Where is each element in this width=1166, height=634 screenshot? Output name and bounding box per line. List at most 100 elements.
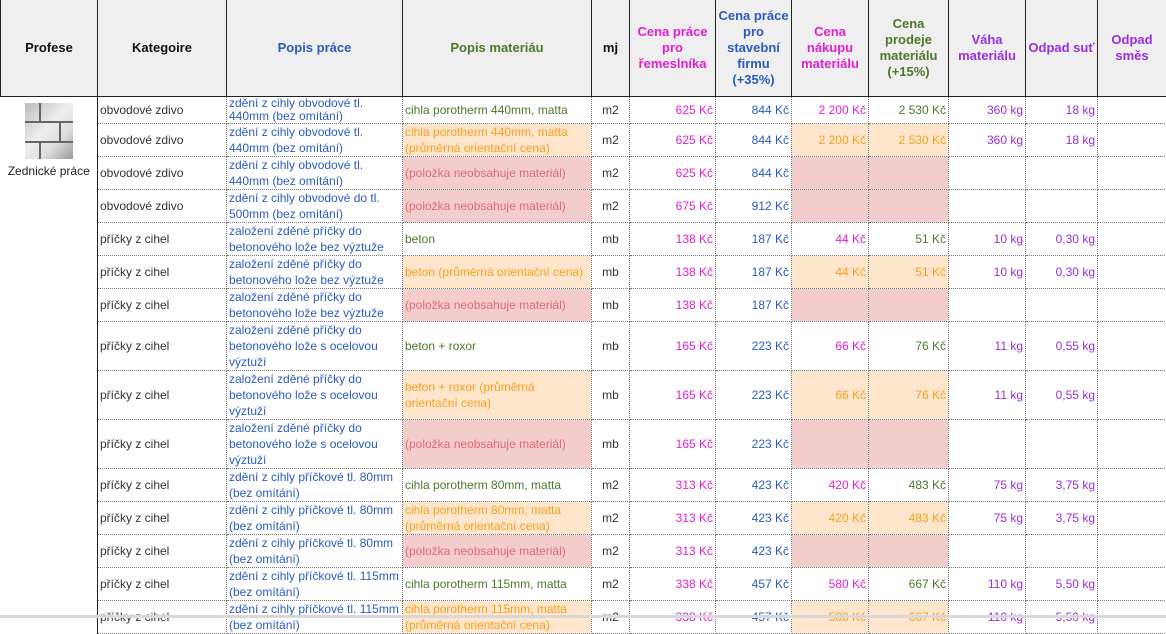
cell-popis-materialu[interactable]: (položka neobsahuje materiál) bbox=[403, 289, 592, 322]
cell-cena-remeslnik[interactable]: 313 Kč bbox=[630, 502, 716, 535]
cell-cena-prodeje[interactable] bbox=[869, 289, 949, 322]
cell-odpad-smes[interactable] bbox=[1098, 223, 1166, 256]
cell-popis-materialu[interactable]: (položka neobsahuje materiál) bbox=[403, 535, 592, 568]
cell-vaha[interactable] bbox=[949, 420, 1026, 469]
cell-cena-remeslnik[interactable]: 138 Kč bbox=[630, 256, 716, 289]
cell-vaha[interactable]: 10 kg bbox=[949, 256, 1026, 289]
cell-kategorie[interactable]: příčky z cihel bbox=[98, 223, 227, 256]
cell-odpad-sut[interactable]: 18 kg bbox=[1026, 124, 1098, 157]
header-cena-firma[interactable]: Cena práce pro stavební firmu (+35%) bbox=[716, 0, 792, 97]
cell-odpad-smes[interactable] bbox=[1098, 97, 1166, 124]
cell-odpad-smes[interactable] bbox=[1098, 157, 1166, 190]
cell-mj[interactable]: m2 bbox=[592, 97, 630, 124]
cell-cena-nakupu[interactable]: 44 Kč bbox=[792, 256, 869, 289]
cell-cena-prodeje[interactable]: 51 Kč bbox=[869, 223, 949, 256]
cell-popis-materialu[interactable]: cihla porotherm 440mm, matta (průměrná o… bbox=[403, 124, 592, 157]
cell-popis-prace[interactable]: zdění z cihly obvodové tl. 440mm (bez om… bbox=[227, 124, 403, 157]
cell-mj[interactable]: m2 bbox=[592, 535, 630, 568]
cell-mj[interactable]: mb bbox=[592, 289, 630, 322]
cell-mj[interactable]: mb bbox=[592, 371, 630, 420]
cell-popis-materialu[interactable]: cihla porotherm 80mm, matta (průměrná or… bbox=[403, 502, 592, 535]
cell-kategorie[interactable]: příčky z cihel bbox=[98, 502, 227, 535]
cell-vaha[interactable]: 360 kg bbox=[949, 97, 1026, 124]
cell-cena-remeslnik[interactable]: 165 Kč bbox=[630, 322, 716, 371]
cell-odpad-sut[interactable]: 0,30 kg bbox=[1026, 223, 1098, 256]
cell-cena-nakupu[interactable]: 66 Kč bbox=[792, 322, 869, 371]
cell-cena-nakupu[interactable]: 420 Kč bbox=[792, 502, 869, 535]
cell-odpad-smes[interactable] bbox=[1098, 469, 1166, 502]
cell-cena-firma[interactable]: 187 Kč bbox=[716, 289, 792, 322]
cell-cena-nakupu[interactable]: 44 Kč bbox=[792, 223, 869, 256]
cell-odpad-sut[interactable] bbox=[1026, 190, 1098, 223]
cell-popis-materialu[interactable]: (položka neobsahuje materiál) bbox=[403, 157, 592, 190]
cell-cena-firma[interactable]: 457 Kč bbox=[716, 568, 792, 601]
cell-popis-materialu[interactable]: cihla porotherm 440mm, matta bbox=[403, 97, 592, 124]
cell-mj[interactable]: m2 bbox=[592, 124, 630, 157]
cell-cena-prodeje[interactable]: 76 Kč bbox=[869, 322, 949, 371]
cell-odpad-sut[interactable] bbox=[1026, 420, 1098, 469]
cell-vaha[interactable] bbox=[949, 535, 1026, 568]
profese-cell[interactable]: Zednické práce bbox=[1, 97, 98, 634]
cell-mj[interactable]: mb bbox=[592, 322, 630, 371]
cell-cena-prodeje[interactable]: 76 Kč bbox=[869, 371, 949, 420]
cell-cena-prodeje[interactable] bbox=[869, 420, 949, 469]
cell-popis-materialu[interactable]: beton + roxor bbox=[403, 322, 592, 371]
cell-cena-firma[interactable]: 423 Kč bbox=[716, 535, 792, 568]
cell-cena-firma[interactable]: 423 Kč bbox=[716, 502, 792, 535]
cell-odpad-smes[interactable] bbox=[1098, 190, 1166, 223]
cell-odpad-sut[interactable] bbox=[1026, 157, 1098, 190]
cell-popis-prace[interactable]: založení zděné příčky do betonového lože… bbox=[227, 223, 403, 256]
cell-popis-materialu[interactable]: (položka neobsahuje materiál) bbox=[403, 190, 592, 223]
cell-odpad-sut[interactable]: 0,55 kg bbox=[1026, 322, 1098, 371]
header-profese[interactable]: Profese bbox=[1, 0, 98, 97]
cell-mj[interactable]: m2 bbox=[592, 469, 630, 502]
cell-odpad-smes[interactable] bbox=[1098, 535, 1166, 568]
cell-cena-firma[interactable]: 223 Kč bbox=[716, 371, 792, 420]
cell-cena-nakupu[interactable]: 2 200 Kč bbox=[792, 124, 869, 157]
cell-popis-prace[interactable]: založení zděné příčky do betonového lože… bbox=[227, 420, 403, 469]
cell-odpad-sut[interactable]: 18 kg bbox=[1026, 97, 1098, 124]
cell-popis-prace[interactable]: založení zděné příčky do betonového lože… bbox=[227, 256, 403, 289]
cell-kategorie[interactable]: příčky z cihel bbox=[98, 256, 227, 289]
cell-odpad-sut[interactable]: 5,50 kg bbox=[1026, 568, 1098, 601]
cell-popis-prace[interactable]: zdění z cihly příčkové tl. 80mm (bez omí… bbox=[227, 469, 403, 502]
cell-cena-remeslnik[interactable]: 313 Kč bbox=[630, 535, 716, 568]
cell-cena-nakupu[interactable]: 580 Kč bbox=[792, 568, 869, 601]
cell-vaha[interactable]: 11 kg bbox=[949, 371, 1026, 420]
cell-vaha[interactable]: 10 kg bbox=[949, 223, 1026, 256]
cell-vaha[interactable] bbox=[949, 157, 1026, 190]
cell-mj[interactable]: m2 bbox=[592, 157, 630, 190]
cell-cena-nakupu[interactable] bbox=[792, 289, 869, 322]
cell-odpad-smes[interactable] bbox=[1098, 124, 1166, 157]
cell-odpad-smes[interactable] bbox=[1098, 289, 1166, 322]
cell-cena-prodeje[interactable]: 2 530 Kč bbox=[869, 97, 949, 124]
cell-cena-prodeje[interactable]: 2 530 Kč bbox=[869, 124, 949, 157]
header-popis-materialu[interactable]: Popis materiáu bbox=[403, 0, 592, 97]
cell-mj[interactable]: mb bbox=[592, 256, 630, 289]
cell-cena-prodeje[interactable] bbox=[869, 157, 949, 190]
cell-odpad-smes[interactable] bbox=[1098, 420, 1166, 469]
header-vaha[interactable]: Váha materiálu bbox=[949, 0, 1026, 97]
cell-cena-remeslnik[interactable]: 138 Kč bbox=[630, 289, 716, 322]
header-cena-nakupu[interactable]: Cena nákupu materiálu bbox=[792, 0, 869, 97]
cell-cena-firma[interactable]: 912 Kč bbox=[716, 190, 792, 223]
cell-popis-prace[interactable]: zdění z cihly obvodové do tl. 500mm (bez… bbox=[227, 190, 403, 223]
header-cena-prodeje[interactable]: Cena prodeje materiálu (+15%) bbox=[869, 0, 949, 97]
cell-odpad-sut[interactable]: 3,75 kg bbox=[1026, 502, 1098, 535]
header-odpad-smes[interactable]: Odpad směs bbox=[1098, 0, 1166, 97]
cell-cena-nakupu[interactable]: 2 200 Kč bbox=[792, 97, 869, 124]
cell-cena-remeslnik[interactable]: 625 Kč bbox=[630, 124, 716, 157]
cell-mj[interactable]: m2 bbox=[592, 568, 630, 601]
cell-cena-remeslnik[interactable]: 625 Kč bbox=[630, 157, 716, 190]
cell-cena-nakupu[interactable]: 420 Kč bbox=[792, 469, 869, 502]
cell-mj[interactable]: mb bbox=[592, 420, 630, 469]
cell-odpad-smes[interactable] bbox=[1098, 322, 1166, 371]
cell-popis-prace[interactable]: založení zděné příčky do betonového lože… bbox=[227, 371, 403, 420]
cell-kategorie[interactable]: obvodové zdivo bbox=[98, 157, 227, 190]
cell-kategorie[interactable]: příčky z cihel bbox=[98, 322, 227, 371]
header-kategorie[interactable]: Kategoire bbox=[98, 0, 227, 97]
cell-cena-firma[interactable]: 223 Kč bbox=[716, 420, 792, 469]
cell-cena-prodeje[interactable]: 483 Kč bbox=[869, 502, 949, 535]
cell-cena-remeslnik[interactable]: 675 Kč bbox=[630, 190, 716, 223]
cell-mj[interactable]: m2 bbox=[592, 502, 630, 535]
